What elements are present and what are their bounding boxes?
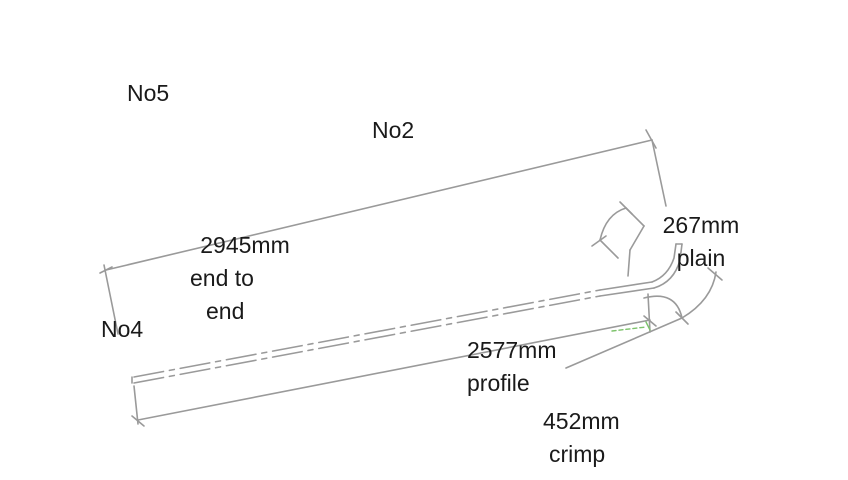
profile-line2: profile: [467, 370, 530, 396]
dimension-profile: [131, 293, 657, 427]
label-no2: No2: [372, 117, 415, 143]
label-end-to-end: 2945mm end to end: [186, 229, 304, 328]
end-to-end-value: 2945mm: [200, 232, 290, 258]
plain-value: 267mm: [662, 212, 740, 238]
end-to-end-line3: end: [206, 298, 245, 324]
dimension-crimp: [565, 267, 723, 369]
crimp-line2: crimp: [549, 441, 606, 467]
pipe-body: [131, 243, 683, 384]
dimension-plain-arc: [591, 201, 645, 277]
label-no4: No4: [101, 316, 144, 342]
profile-value: 2577mm: [467, 337, 557, 363]
end-to-end-line2: end to: [190, 265, 254, 291]
label-plain: 267mm plain: [652, 209, 750, 275]
label-crimp: 452mm crimp: [543, 405, 620, 471]
dimension-end-to-end: [99, 129, 667, 335]
plain-line2: plain: [676, 245, 726, 271]
label-no5: No5: [127, 80, 170, 106]
crimp-value: 452mm: [543, 408, 620, 434]
label-profile: 2577mm profile: [467, 334, 556, 400]
green-marker: [611, 321, 651, 332]
